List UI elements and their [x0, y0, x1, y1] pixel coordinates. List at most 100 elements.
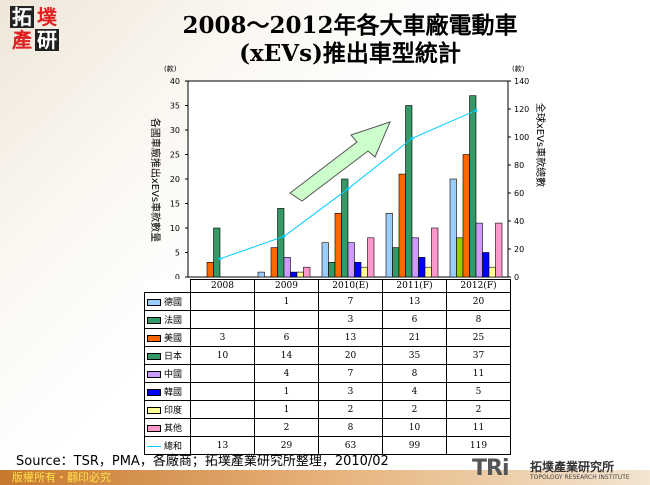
legend-label: 美國 [164, 334, 183, 344]
data-value: 11 [446, 364, 511, 383]
legend-label: 其他 [164, 424, 183, 434]
legend-cell: 日本 [144, 346, 191, 365]
brand-mark: TRi [472, 456, 509, 481]
bar-韓國-2012(F) [482, 252, 490, 278]
bar-印度-2010(E) [360, 266, 368, 278]
bar-德國-2009 [257, 271, 265, 278]
data-value: 14 [254, 346, 319, 365]
bar-印度-2009 [296, 271, 304, 278]
y-unit-left: (款) [164, 64, 177, 73]
y-right-tick-label: 80 [514, 161, 524, 170]
data-value [190, 292, 255, 311]
logo-char: 產 [12, 28, 32, 52]
bar-德國-2011(F) [385, 213, 393, 278]
category-label: 2009 [254, 279, 319, 293]
y-right-axis-title: 全球xEVs車款總數 [534, 103, 547, 187]
title-line-2: (xEVs)推出車型統計 [239, 40, 461, 67]
total-point-2011(F) [410, 136, 414, 140]
data-value: 99 [382, 436, 447, 455]
data-value: 1 [254, 292, 319, 311]
table-row: 其他 2 8 10 11 [144, 418, 511, 437]
data-value: 2 [254, 418, 319, 437]
legend-swatch [147, 299, 161, 306]
bar-日本-2010(E) [341, 178, 349, 278]
y-tick-label: 15 [170, 200, 180, 209]
title-line-1: 2008～2012年各大車廠電動車 [182, 12, 518, 39]
legend-cell: 總和 [144, 436, 191, 455]
table-header-row: 2008 2009 2010(E) 2011(F) 2012(F) [144, 279, 511, 293]
table-row: 中國 4 7 8 11 [144, 364, 511, 383]
y-tick-label: 25 [170, 151, 180, 160]
data-value: 13 [382, 292, 447, 311]
data-value [190, 364, 255, 383]
legend-label: 總和 [164, 442, 183, 452]
data-value: 3 [318, 310, 383, 329]
data-value [190, 400, 255, 419]
legend-swatch [147, 371, 161, 378]
y-tick-label: 35 [170, 102, 180, 111]
brand-name-cn: 拓墣產業研究所 [530, 460, 615, 474]
total-point-2008 [218, 257, 222, 261]
data-value: 2 [318, 400, 383, 419]
data-value: 37 [446, 346, 511, 365]
bar-印度-2012(F) [488, 266, 496, 278]
legend-label: 日本 [164, 352, 183, 362]
logo-char: 研 [35, 28, 59, 52]
y-tick-label: 10 [170, 224, 180, 233]
legend-swatch [147, 425, 161, 432]
bar-法國-2010(E) [328, 261, 336, 278]
legend-swatch [147, 317, 161, 324]
legend-label: 中國 [164, 370, 183, 380]
data-value [190, 382, 255, 401]
bar-日本-2008 [213, 227, 221, 278]
legend-label: 韓國 [164, 388, 183, 398]
data-value: 2 [382, 400, 447, 419]
y-unit-right: (款) [512, 64, 525, 73]
y-right-tick-label: 0 [514, 273, 519, 282]
legend-label: 德國 [164, 298, 183, 308]
bar-印度-2011(F) [424, 266, 432, 278]
y-tick-label: 40 [170, 77, 180, 86]
logo: 拓 墣 產 研 [10, 6, 60, 52]
y-axis-title: 各國車廠推出xEVs車款數量 [149, 118, 162, 242]
data-value: 21 [382, 328, 447, 347]
data-value: 3 [318, 382, 383, 401]
category-label: 2011(F) [382, 279, 447, 293]
bar-德國-2012(F) [449, 178, 457, 278]
bar-韓國-2009 [290, 271, 298, 278]
table-row: 總和 13 29 63 99 119 [144, 436, 511, 455]
data-value: 63 [318, 436, 383, 455]
data-value: 20 [318, 346, 383, 365]
y-tick-label: 30 [170, 126, 180, 135]
y-tick-label: 0 [175, 273, 180, 282]
table-row: 韓國 1 3 4 5 [144, 382, 511, 401]
bar-美國-2008 [206, 261, 214, 278]
y-right-tick-label: 140 [514, 77, 529, 86]
source-note: Source：TSR，PMA，各廠商；拓墣產業研究所整理，2010/02 [16, 454, 389, 469]
data-value: 7 [318, 364, 383, 383]
legend-swatch [147, 446, 161, 447]
bar-法國-2011(F) [392, 247, 400, 278]
legend-swatch [147, 335, 161, 342]
bar-其他-2012(F) [495, 222, 503, 278]
data-value: 10 [190, 346, 255, 365]
brand-name-en: TOPOLOGY RESEARCH INSTITUTE [530, 474, 630, 481]
legend-cell: 美國 [144, 328, 191, 347]
data-value: 1 [254, 400, 319, 419]
data-value: 8 [382, 364, 447, 383]
total-point-2010(E) [346, 187, 350, 191]
bar-美國-2012(F) [462, 154, 470, 278]
data-value: 20 [446, 292, 511, 311]
data-value: 119 [446, 436, 511, 455]
bar-其他-2010(E) [367, 237, 375, 278]
legend-swatch [147, 389, 161, 396]
y-right-tick-label: 40 [514, 217, 524, 226]
data-value: 35 [382, 346, 447, 365]
data-value: 6 [382, 310, 447, 329]
data-value: 3 [190, 328, 255, 347]
data-value: 5 [446, 382, 511, 401]
legend-swatch [147, 353, 161, 360]
bar-美國-2010(E) [334, 213, 342, 278]
total-point-2012(F) [474, 108, 478, 112]
category-label: 2012(F) [446, 279, 511, 293]
